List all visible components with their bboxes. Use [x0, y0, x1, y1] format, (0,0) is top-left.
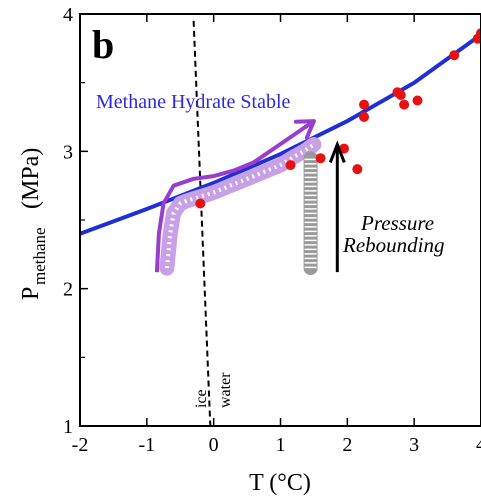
x-axis-title: T (°C)	[249, 470, 311, 496]
y-axis-title: P methane (MPa)	[18, 148, 49, 300]
panel-label: b	[92, 22, 114, 67]
melting-line	[192, 20, 212, 426]
y-axis-title-sub: methane	[30, 227, 49, 285]
trend-arrow-shaft	[154, 119, 316, 273]
ice-water-boundary	[192, 20, 212, 426]
data-point	[352, 164, 363, 175]
data-point	[359, 99, 370, 110]
hydrate-equilibrium-series	[80, 32, 481, 236]
y-axis-title-main: P	[18, 287, 44, 300]
trend-arrow	[154, 119, 316, 273]
trend-arrow-head	[293, 119, 316, 140]
data-point	[412, 95, 423, 106]
x-tick-label: -1	[138, 434, 155, 456]
y-tick-label: 1	[63, 416, 73, 438]
plot-series	[80, 20, 481, 426]
x-tick-label: 0	[209, 434, 219, 456]
rebound-label-line2: Rebounding	[342, 233, 444, 257]
x-tick-label: 4	[476, 434, 481, 456]
data-point	[395, 90, 406, 101]
data-point	[195, 198, 206, 209]
water-label: water	[217, 372, 234, 408]
data-point	[359, 112, 370, 122]
measured-path-series	[159, 137, 322, 276]
y-tick-label: 2	[63, 279, 73, 301]
rebound-arrow-head	[328, 140, 346, 164]
plot-frame	[79, 13, 481, 427]
data-points-series	[195, 28, 481, 209]
x-tick-label: -2	[72, 434, 89, 456]
x-tick-label: 3	[409, 434, 419, 456]
ice-label: ice	[193, 389, 210, 408]
measured-path	[159, 137, 322, 276]
region-label: Methane Hydrate Stable	[96, 91, 290, 113]
data-point	[449, 50, 460, 61]
x-tick-label: 2	[342, 434, 352, 456]
data-point	[315, 153, 326, 164]
data-point	[399, 99, 410, 110]
y-axis-title-unit: (MPa)	[18, 148, 44, 209]
rebound-arrow	[328, 140, 346, 273]
y-tick-label: 3	[63, 141, 73, 163]
data-point	[476, 28, 481, 39]
x-tick-label: 1	[276, 434, 286, 456]
data-point	[285, 160, 296, 171]
y-tick-label: 4	[63, 4, 73, 26]
equilibrium-line	[80, 32, 481, 236]
rebound-label-line1: Pressure	[360, 211, 434, 235]
x-axis: -2 -1 0 1 2 3 4	[72, 14, 481, 456]
